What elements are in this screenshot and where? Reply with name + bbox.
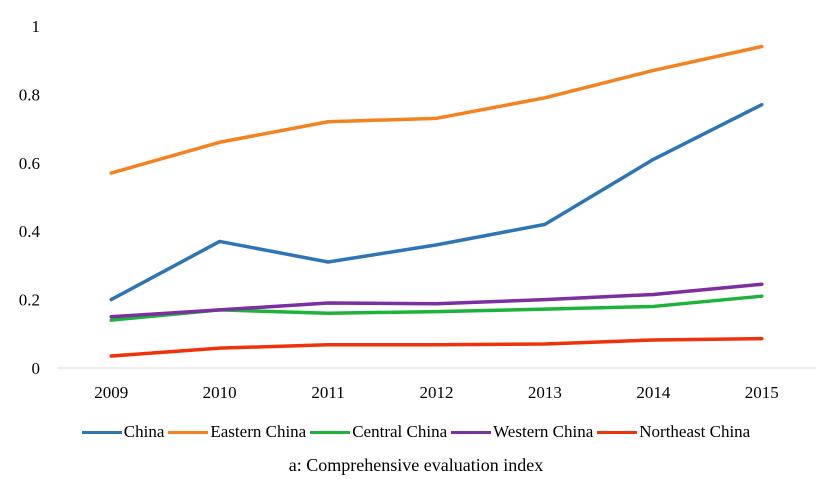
y-tick-label: 1 [32, 17, 41, 36]
x-axis-ticks: 2009 2010 2011 2012 2013 2014 2015 [94, 383, 779, 402]
x-tick-label: 2015 [745, 383, 779, 402]
series-line-western-china [109, 282, 764, 319]
y-tick-label: 0.2 [19, 291, 40, 310]
legend-swatch [597, 430, 638, 434]
x-tick-label: 2012 [420, 383, 454, 402]
legend-item: Western China [451, 422, 593, 442]
x-tick-label: 2009 [94, 383, 128, 402]
series-line-northeast-china [109, 336, 764, 358]
series-line-eastern-china [109, 44, 764, 175]
legend-item: Northeast China [597, 422, 750, 442]
series-line-central-china [109, 294, 764, 322]
x-tick-label: 2011 [311, 383, 344, 402]
series-lines [109, 44, 764, 358]
y-tick-label: 0.8 [19, 85, 40, 104]
legend-label: Western China [493, 422, 594, 441]
legend-label: Eastern China [210, 422, 307, 441]
legend-item: Central China [310, 422, 447, 442]
y-tick-label: 0 [32, 359, 41, 378]
legend-swatch [81, 430, 122, 434]
legend-swatch [310, 430, 351, 434]
legend-swatch [168, 430, 209, 434]
legend-label: Central China [352, 422, 448, 441]
legend-item: China [81, 422, 165, 442]
y-axis-ticks: 0 0.2 0.4 0.6 0.8 1 [19, 17, 41, 378]
legend: China Eastern China Central China Western C… [0, 422, 832, 442]
legend-swatch [451, 430, 492, 434]
line-chart: 00.20.40.60.81 2009 2010 2011 2012 2013 2014 2… [19, 17, 816, 402]
y-tick-label: 0.6 [19, 154, 40, 173]
x-tick-label: 2014 [636, 383, 671, 402]
x-tick-label: 2013 [528, 383, 562, 402]
legend-label: China [123, 422, 165, 441]
legend-label: Northeast China [639, 422, 751, 441]
chart-caption: a: Comprehensive evaluation index [288, 455, 544, 475]
series-line-china [109, 102, 764, 302]
x-tick-label: 2010 [203, 383, 237, 402]
legend-item: Eastern China [168, 422, 306, 442]
y-tick-label: 0.4 [19, 222, 41, 241]
